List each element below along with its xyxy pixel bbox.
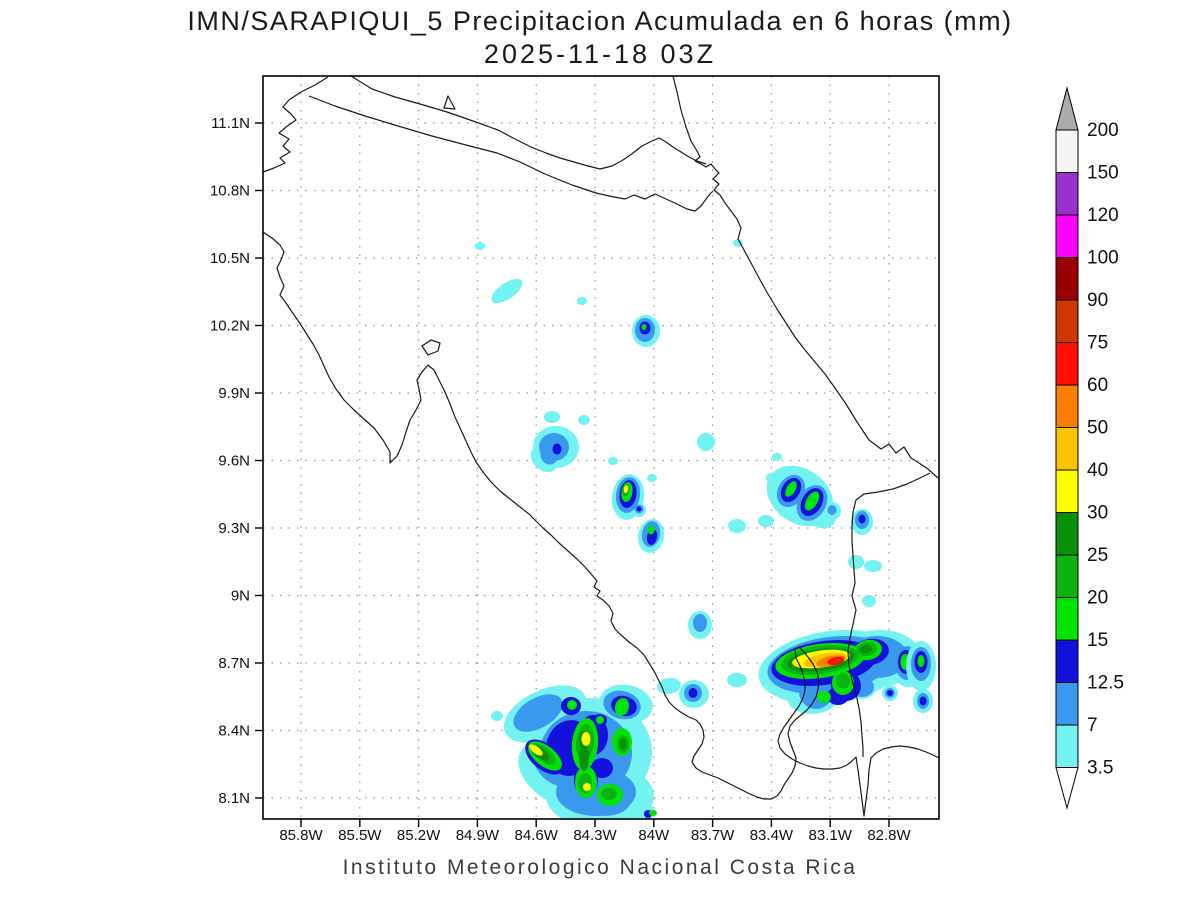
lon-label: 84W xyxy=(638,827,670,844)
colorbar-segment xyxy=(1055,554,1079,598)
isla-chira xyxy=(421,339,441,356)
precip-cell-south-caribbean xyxy=(758,629,925,714)
lat-label: 8.7N xyxy=(218,655,250,672)
colorbar-segment xyxy=(1055,724,1079,768)
colorbar-label: 50 xyxy=(1087,418,1108,439)
lat-label: 8.1N xyxy=(218,790,250,807)
lat-label: 9.6N xyxy=(218,453,250,470)
precip-cell-south-pacific xyxy=(491,684,657,819)
colorbar-label: 40 xyxy=(1087,460,1108,481)
lake-island xyxy=(443,95,456,110)
colorbar-segment xyxy=(1055,384,1079,428)
map-subtitle: 2025-11-18 03Z xyxy=(483,39,717,69)
border-costa-rica-nicaragua xyxy=(308,95,714,212)
lon-label: 85.8W xyxy=(279,827,323,844)
footer-credit: Instituto Meteorologico Nacional Costa R… xyxy=(342,856,858,879)
lon-label: 84.9W xyxy=(456,827,500,844)
lat-label: 9.9N xyxy=(218,385,250,402)
colorbar-arrow-top xyxy=(1055,86,1079,131)
colorbar-segment xyxy=(1055,172,1079,216)
colorbar-label: 90 xyxy=(1087,290,1108,311)
colorbar-label: 150 xyxy=(1087,163,1119,184)
colorbar-label-top: 200 xyxy=(1087,120,1119,141)
lat-label: 8.4N xyxy=(218,723,250,740)
map-title: IMN/SARAPIQUI_5 Precipitacion Acumulada … xyxy=(187,6,1013,36)
precip-cell-82-7w xyxy=(882,641,936,713)
axis-labels: 85.8W 85.5W 85.2W 84.9W 84.6W 84.3W 84W 83.7W 83… xyxy=(210,115,912,844)
lon-label: 82.8W xyxy=(867,827,911,844)
precip-cell-talamanca xyxy=(766,465,882,607)
colorbar-segment xyxy=(1055,427,1079,471)
colorbar-segment xyxy=(1055,214,1079,258)
lon-label: 83.4W xyxy=(750,827,794,844)
colorbar-label: 12.5 xyxy=(1087,673,1124,694)
lat-label: 9.3N xyxy=(218,520,250,537)
colorbar-segment xyxy=(1055,597,1079,641)
precip-shading xyxy=(475,239,936,819)
title-block: IMN/SARAPIQUI_5 Precipitacion Acumulada … xyxy=(0,6,1200,70)
colorbar-label: 30 xyxy=(1087,503,1108,524)
lat-label: 10.8N xyxy=(210,183,250,200)
colorbar-arrow-bottom xyxy=(1055,767,1079,810)
lon-label: 84.6W xyxy=(515,827,559,844)
colorbar: 3.5 7 12.5 15 20 25 30 40 50 60 75 90 100 120 150 200 xyxy=(1055,86,1124,810)
colorbar-label: 60 xyxy=(1087,375,1108,396)
coastlines xyxy=(263,76,939,817)
colorbar-label: 7 xyxy=(1087,715,1098,736)
colorbar-segment xyxy=(1055,512,1079,556)
colorbar-label: 3.5 xyxy=(1087,758,1113,779)
lake-nicaragua-shore xyxy=(350,76,707,170)
lat-label: 11.1N xyxy=(211,115,250,132)
colorbar-label: 75 xyxy=(1087,333,1108,354)
map-frame xyxy=(262,75,940,820)
precip-cell-central-pacific xyxy=(530,411,665,553)
lon-label: 85.2W xyxy=(397,827,441,844)
axis-ticks xyxy=(255,122,890,827)
lon-label: 84.3W xyxy=(573,827,617,844)
coast-nicaragua-pacific xyxy=(263,76,329,173)
colorbar-segment xyxy=(1055,257,1079,301)
colorbar-label: 15 xyxy=(1087,630,1108,651)
precip-cell-north-scattered xyxy=(475,239,782,708)
lat-label: 10.2N xyxy=(210,318,250,335)
colorbar-segment xyxy=(1055,342,1079,386)
lon-label: 83.1W xyxy=(809,827,853,844)
colorbar-segment xyxy=(1055,682,1079,726)
lon-label: 85.5W xyxy=(338,827,382,844)
colorbar-segment xyxy=(1055,469,1079,513)
border-costa-rica-panama xyxy=(847,472,931,757)
colorbar-segment xyxy=(1055,129,1079,173)
colorbar-label: 25 xyxy=(1087,545,1108,566)
colorbar-label: 100 xyxy=(1087,248,1119,269)
coast-pacific xyxy=(263,231,939,817)
lat-label: 10.5N xyxy=(210,250,250,267)
coast-caribbean xyxy=(672,76,939,479)
lat-label: 9N xyxy=(231,588,250,605)
colorbar-label: 20 xyxy=(1087,588,1108,609)
colorbar-segment xyxy=(1055,299,1079,343)
lon-label: 83.7W xyxy=(691,827,735,844)
colorbar-label: 120 xyxy=(1087,205,1119,226)
colorbar-segment xyxy=(1055,639,1079,683)
